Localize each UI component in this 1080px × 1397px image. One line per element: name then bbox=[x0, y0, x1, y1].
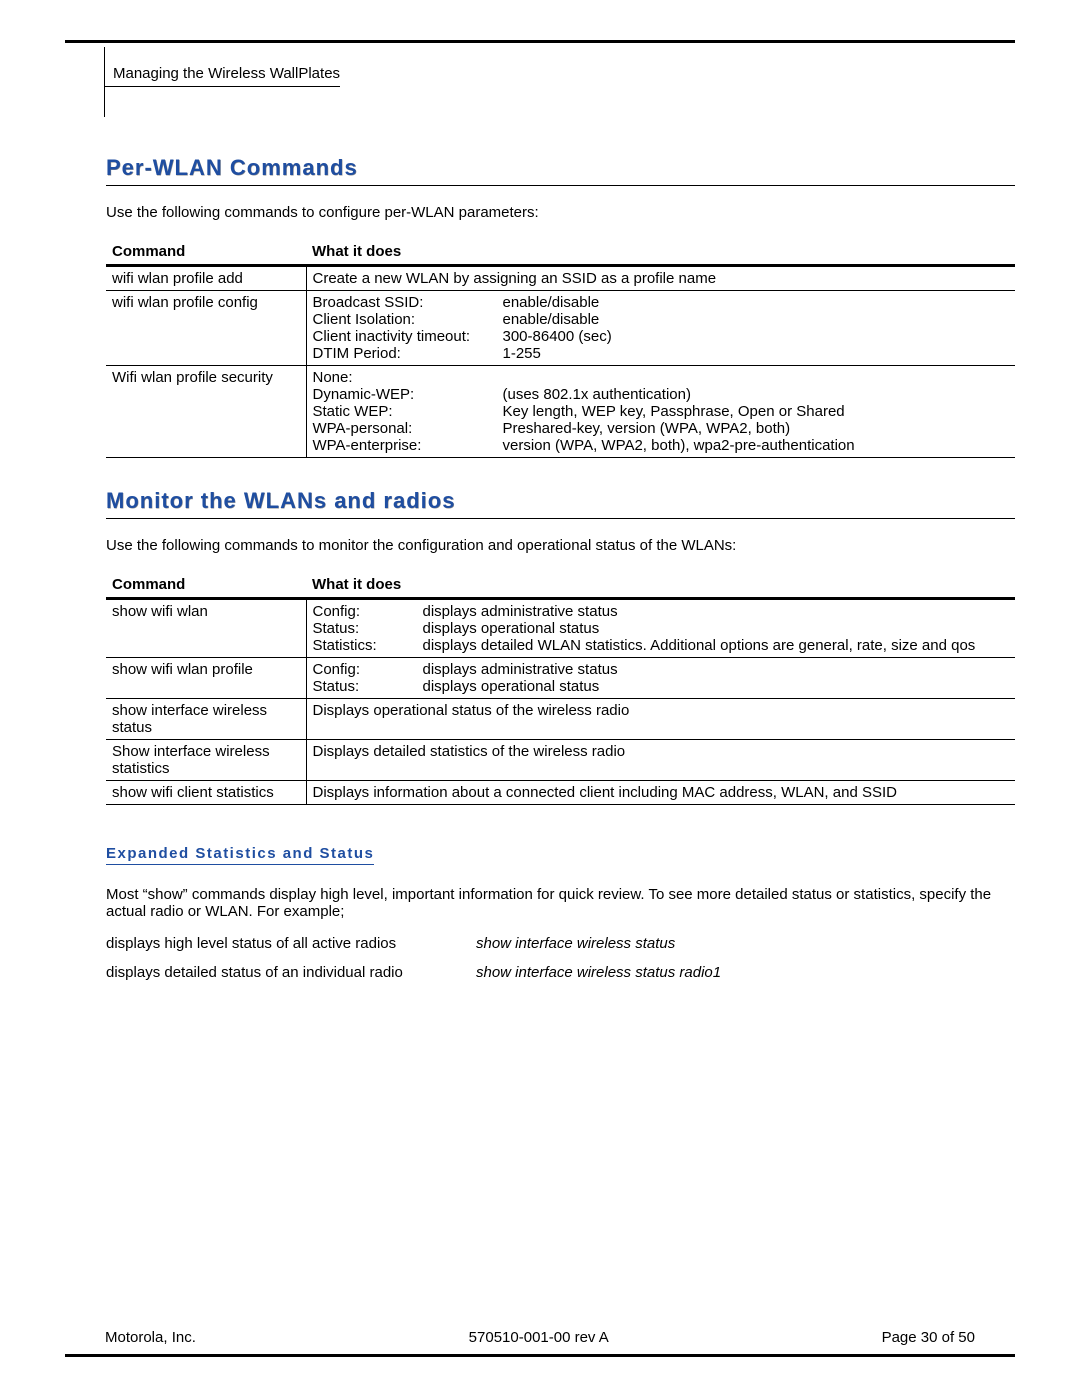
header-left-rule bbox=[65, 47, 105, 117]
example-cmd: show interface wireless status bbox=[476, 935, 675, 952]
command-cell: wifi wlan profile config bbox=[106, 291, 306, 366]
desc-cell: Displays detailed statistics of the wire… bbox=[306, 740, 1015, 781]
kv-val: displays detailed WLAN statistics. Addit… bbox=[423, 637, 1010, 654]
table-row: Wifi wlan profile security None: Dynamic… bbox=[106, 366, 1015, 458]
table-row: show wifi wlan profile Config:displays a… bbox=[106, 658, 1015, 699]
desc-cell: Create a new WLAN by assigning an SSID a… bbox=[306, 266, 1015, 291]
header-row: Managing the Wireless WallPlates bbox=[65, 47, 1015, 117]
kv-val: Preshared-key, version (WPA, WPA2, both) bbox=[503, 420, 1010, 437]
footer-left: Motorola, Inc. bbox=[105, 1329, 196, 1346]
kv-key: None: bbox=[313, 369, 503, 386]
footer-right: Page 30 of 50 bbox=[882, 1329, 975, 1346]
kv-val: (uses 802.1x authentication) bbox=[503, 386, 1010, 403]
kv-val: enable/disable bbox=[503, 311, 1010, 328]
kv-key: Client Isolation: bbox=[313, 311, 503, 328]
command-cell: show wifi client statistics bbox=[106, 781, 306, 805]
kv-val bbox=[503, 369, 1010, 386]
desc-cell: Config:displays administrative status St… bbox=[306, 658, 1015, 699]
top-rule bbox=[65, 40, 1015, 43]
subsection-para: Most “show” commands display high level,… bbox=[106, 886, 1015, 920]
kv-val: version (WPA, WPA2, both), wpa2-pre-auth… bbox=[503, 437, 1010, 454]
table-row: wifi wlan profile config Broadcast SSID:… bbox=[106, 291, 1015, 366]
content-area: Per-WLAN Commands Use the following comm… bbox=[105, 117, 1015, 981]
kv-val: 300-86400 (sec) bbox=[503, 328, 1010, 345]
table-header-command: Command bbox=[106, 572, 306, 599]
table-row: Show interface wireless statistics Displ… bbox=[106, 740, 1015, 781]
command-cell: Show interface wireless statistics bbox=[106, 740, 306, 781]
table-row: show interface wireless status Displays … bbox=[106, 699, 1015, 740]
section2-table: Command What it does show wifi wlan Conf… bbox=[106, 572, 1015, 805]
footer: Motorola, Inc. 570510-001-00 rev A Page … bbox=[65, 1329, 1015, 1357]
table-row: wifi wlan profile add Create a new WLAN … bbox=[106, 266, 1015, 291]
kv-key: Status: bbox=[313, 620, 423, 637]
kv-key: WPA-personal: bbox=[313, 420, 503, 437]
footer-rule bbox=[65, 1354, 1015, 1357]
desc-cell: None: Dynamic-WEP:(uses 802.1x authentic… bbox=[306, 366, 1015, 458]
table-row: show wifi wlan Config:displays administr… bbox=[106, 599, 1015, 658]
example-cmd: show interface wireless status radio1 bbox=[476, 964, 721, 981]
breadcrumb: Managing the Wireless WallPlates bbox=[105, 47, 340, 87]
section1-intro: Use the following commands to configure … bbox=[106, 204, 1015, 221]
desc-cell: Broadcast SSID:enable/disable Client Iso… bbox=[306, 291, 1015, 366]
example-row: displays high level status of all active… bbox=[106, 935, 1015, 952]
desc-cell: Displays operational status of the wirel… bbox=[306, 699, 1015, 740]
table-header-desc: What it does bbox=[306, 239, 1015, 266]
kv-key: Static WEP: bbox=[313, 403, 503, 420]
table-header-command: Command bbox=[106, 239, 306, 266]
kv-key: Config: bbox=[313, 603, 423, 620]
command-cell: show wifi wlan bbox=[106, 599, 306, 658]
kv-val: 1-255 bbox=[503, 345, 1010, 362]
table-row: show wifi client statistics Displays inf… bbox=[106, 781, 1015, 805]
kv-val: enable/disable bbox=[503, 294, 1010, 311]
section2-title: Monitor the WLANs and radios bbox=[106, 488, 1015, 519]
kv-key: Client inactivity timeout: bbox=[313, 328, 503, 345]
section1-title: Per-WLAN Commands bbox=[106, 155, 1015, 186]
subsection-title: Expanded Statistics and Status bbox=[106, 845, 374, 865]
kv-val: displays operational status bbox=[423, 620, 1010, 637]
section2-intro: Use the following commands to monitor th… bbox=[106, 537, 1015, 554]
command-cell: Wifi wlan profile security bbox=[106, 366, 306, 458]
example-desc: displays detailed status of an individua… bbox=[106, 964, 476, 981]
example-desc: displays high level status of all active… bbox=[106, 935, 476, 952]
kv-key: WPA-enterprise: bbox=[313, 437, 503, 454]
kv-key: Broadcast SSID: bbox=[313, 294, 503, 311]
table-header-desc: What it does bbox=[306, 572, 1015, 599]
command-cell: show interface wireless status bbox=[106, 699, 306, 740]
section1-table: Command What it does wifi wlan profile a… bbox=[106, 239, 1015, 458]
desc-cell: Config:displays administrative status St… bbox=[306, 599, 1015, 658]
kv-val: displays administrative status bbox=[423, 661, 1010, 678]
kv-val: displays operational status bbox=[423, 678, 1010, 695]
command-cell: show wifi wlan profile bbox=[106, 658, 306, 699]
document-page: Managing the Wireless WallPlates Per-WLA… bbox=[0, 0, 1080, 1397]
kv-val: Key length, WEP key, Passphrase, Open or… bbox=[503, 403, 1010, 420]
kv-key: Statistics: bbox=[313, 637, 423, 654]
example-row: displays detailed status of an individua… bbox=[106, 964, 1015, 981]
command-cell: wifi wlan profile add bbox=[106, 266, 306, 291]
kv-val: displays administrative status bbox=[423, 603, 1010, 620]
kv-key: DTIM Period: bbox=[313, 345, 503, 362]
kv-key: Config: bbox=[313, 661, 423, 678]
footer-center: 570510-001-00 rev A bbox=[469, 1329, 609, 1346]
kv-key: Dynamic-WEP: bbox=[313, 386, 503, 403]
kv-key: Status: bbox=[313, 678, 423, 695]
desc-cell: Displays information about a connected c… bbox=[306, 781, 1015, 805]
